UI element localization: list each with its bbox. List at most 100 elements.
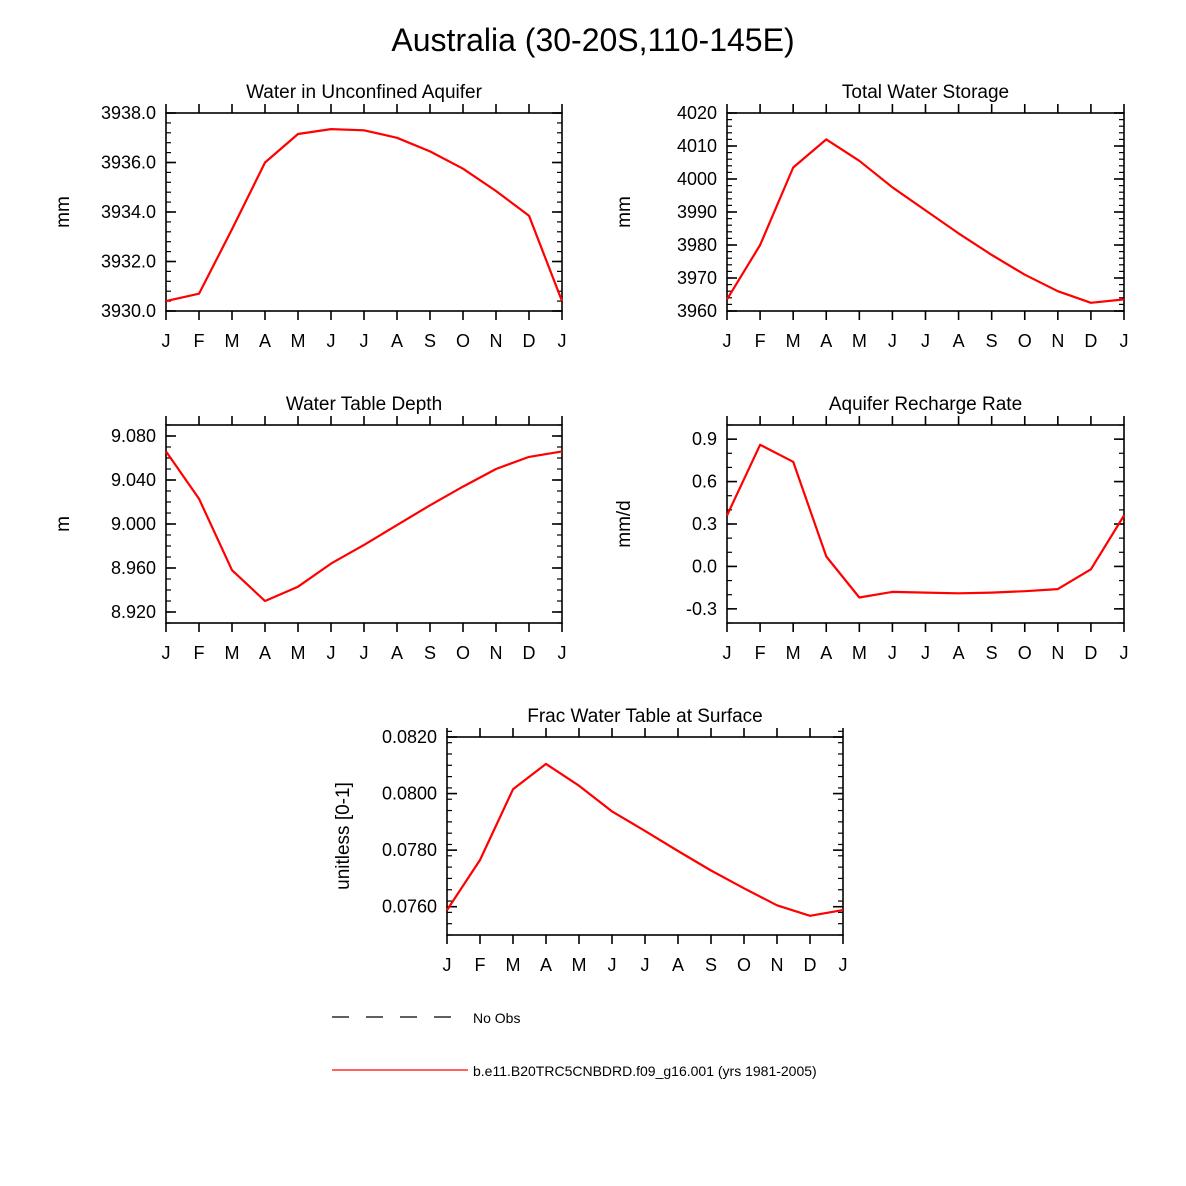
series-line xyxy=(726,443,1125,599)
y-tick-label: -0.3 xyxy=(686,599,717,619)
x-tick-label: A xyxy=(672,955,684,975)
y-tick-label: 3970 xyxy=(677,268,717,288)
plot-frame xyxy=(726,112,1125,312)
x-tick-label: M xyxy=(506,955,521,975)
figure-title: Australia (30-20S,110-145E) xyxy=(391,22,795,58)
chart-panel: J F M A M J J A S O N D J8.9208.9609.0009.0409.080Wa… xyxy=(53,394,567,663)
x-tick-label: S xyxy=(986,331,998,351)
x-tick-label: M xyxy=(225,643,240,663)
x-tick-label: A xyxy=(820,331,832,351)
y-tick-label: 3934.0 xyxy=(101,202,156,222)
x-tick-label: A xyxy=(259,643,271,663)
x-tick-label: F xyxy=(755,331,766,351)
y-tick-label: 3932.0 xyxy=(101,252,156,272)
y-axis-label: mm xyxy=(53,196,74,228)
x-tick-label: S xyxy=(424,643,436,663)
y-tick-label: 4000 xyxy=(677,169,717,189)
y-tick-label: 0.3 xyxy=(692,514,717,534)
x-tick-label: S xyxy=(705,955,717,975)
x-tick-label: M xyxy=(786,643,801,663)
x-tick-label: N xyxy=(1051,643,1064,663)
plot-frame xyxy=(446,736,844,936)
y-tick-label: 4020 xyxy=(677,103,717,123)
x-tick-label: O xyxy=(456,643,470,663)
x-tick-label: J xyxy=(888,331,897,351)
legend-label: b.e11.B20TRC5CNBDRD.f09_g16.001 (yrs 198… xyxy=(473,1063,817,1079)
x-tick-label: D xyxy=(523,643,536,663)
x-tick-label: J xyxy=(641,955,650,975)
chart-title: Total Water Storage xyxy=(842,82,1009,103)
y-tick-label: 3990 xyxy=(677,202,717,222)
x-tick-label: F xyxy=(194,331,205,351)
x-tick-label: A xyxy=(391,331,403,351)
chart-panel: J F M A M J J A S O N D J3930.03932.03934.03936.0393… xyxy=(53,82,567,351)
legend: No Obs b.e11.B20TRC5CNBDRD.f09_g16.001 (y… xyxy=(332,1010,817,1079)
x-tick-label: M xyxy=(786,331,801,351)
x-tick-label: J xyxy=(1120,331,1129,351)
y-axis-label: m xyxy=(53,516,74,532)
x-tick-label: F xyxy=(475,955,486,975)
x-tick-label: D xyxy=(804,955,817,975)
x-tick-label: M xyxy=(572,955,587,975)
x-tick-label: J xyxy=(921,643,930,663)
x-tick-label: O xyxy=(1018,643,1032,663)
y-tick-label: 9.040 xyxy=(111,470,156,490)
y-tick-label: 8.960 xyxy=(111,558,156,578)
x-tick-label: J xyxy=(888,643,897,663)
y-tick-label: 8.920 xyxy=(111,602,156,622)
series-line xyxy=(446,762,844,917)
series-line xyxy=(165,128,564,303)
chart-title: Water Table Depth xyxy=(286,394,442,415)
y-tick-label: 4010 xyxy=(677,136,717,156)
x-tick-label: M xyxy=(291,643,306,663)
chart-title: Water in Unconfined Aquifer xyxy=(246,82,483,103)
x-tick-label: O xyxy=(737,955,751,975)
x-tick-label: J xyxy=(327,331,336,351)
y-tick-label: 9.000 xyxy=(111,514,156,534)
x-tick-label: S xyxy=(424,331,436,351)
x-tick-label: M xyxy=(852,331,867,351)
x-tick-label: J xyxy=(839,955,848,975)
x-tick-label: N xyxy=(490,331,503,351)
x-tick-label: J xyxy=(723,331,732,351)
y-tick-label: 9.080 xyxy=(111,426,156,446)
x-tick-label: J xyxy=(1120,643,1129,663)
x-tick-label: D xyxy=(1084,643,1097,663)
x-tick-label: A xyxy=(820,643,832,663)
y-tick-label: 0.0800 xyxy=(382,784,437,804)
x-tick-label: J xyxy=(443,955,452,975)
chart-panel: J F M A M J J A S O N D J0.07600.07800.08000.0820Fra… xyxy=(333,706,848,975)
y-tick-label: 0.0820 xyxy=(382,727,437,747)
y-tick-label: 0.0760 xyxy=(382,897,437,917)
y-tick-label: 3960 xyxy=(677,301,717,321)
x-tick-label: J xyxy=(162,643,171,663)
x-tick-label: O xyxy=(456,331,470,351)
y-tick-label: 0.9 xyxy=(692,429,717,449)
x-tick-label: O xyxy=(1018,331,1032,351)
x-tick-label: J xyxy=(608,955,617,975)
x-tick-label: J xyxy=(921,331,930,351)
x-tick-label: D xyxy=(523,331,536,351)
x-tick-label: J xyxy=(360,643,369,663)
x-tick-label: M xyxy=(225,331,240,351)
plot-frame xyxy=(165,112,563,312)
x-tick-label: A xyxy=(540,955,552,975)
x-tick-label: F xyxy=(194,643,205,663)
y-tick-label: 0.6 xyxy=(692,472,717,492)
x-tick-label: J xyxy=(723,643,732,663)
y-tick-label: 3930.0 xyxy=(101,301,156,321)
x-tick-label: M xyxy=(852,643,867,663)
y-axis-label: unitless [0-1] xyxy=(333,782,354,890)
x-tick-label: A xyxy=(391,643,403,663)
chart-title: Frac Water Table at Surface xyxy=(527,706,763,727)
y-tick-label: 3980 xyxy=(677,235,717,255)
x-tick-label: J xyxy=(558,331,567,351)
x-tick-label: N xyxy=(490,643,503,663)
x-tick-label: N xyxy=(771,955,784,975)
series-line xyxy=(165,450,563,603)
y-tick-label: 0.0 xyxy=(692,556,717,576)
x-tick-label: A xyxy=(953,643,965,663)
plot-frame xyxy=(165,424,563,624)
x-tick-label: N xyxy=(1051,331,1064,351)
